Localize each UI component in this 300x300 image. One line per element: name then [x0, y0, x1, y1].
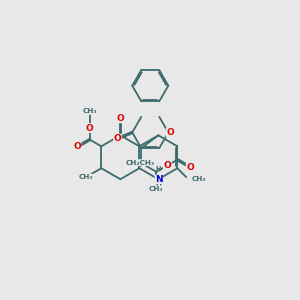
Text: O: O — [164, 161, 171, 170]
Text: CH₃: CH₃ — [82, 108, 97, 114]
Text: O: O — [114, 134, 122, 143]
Text: N: N — [155, 175, 163, 184]
Text: H: H — [155, 166, 161, 172]
Text: O: O — [166, 128, 174, 137]
Text: CH₃: CH₃ — [79, 174, 93, 180]
Text: O: O — [73, 142, 81, 152]
Text: CH₃: CH₃ — [149, 186, 164, 192]
Text: O: O — [116, 114, 124, 123]
Text: CH₂CH₃: CH₂CH₃ — [126, 160, 155, 166]
Text: O: O — [86, 124, 94, 133]
Text: H: H — [156, 184, 162, 190]
Text: O: O — [186, 163, 194, 172]
Text: CH₃: CH₃ — [191, 176, 206, 182]
